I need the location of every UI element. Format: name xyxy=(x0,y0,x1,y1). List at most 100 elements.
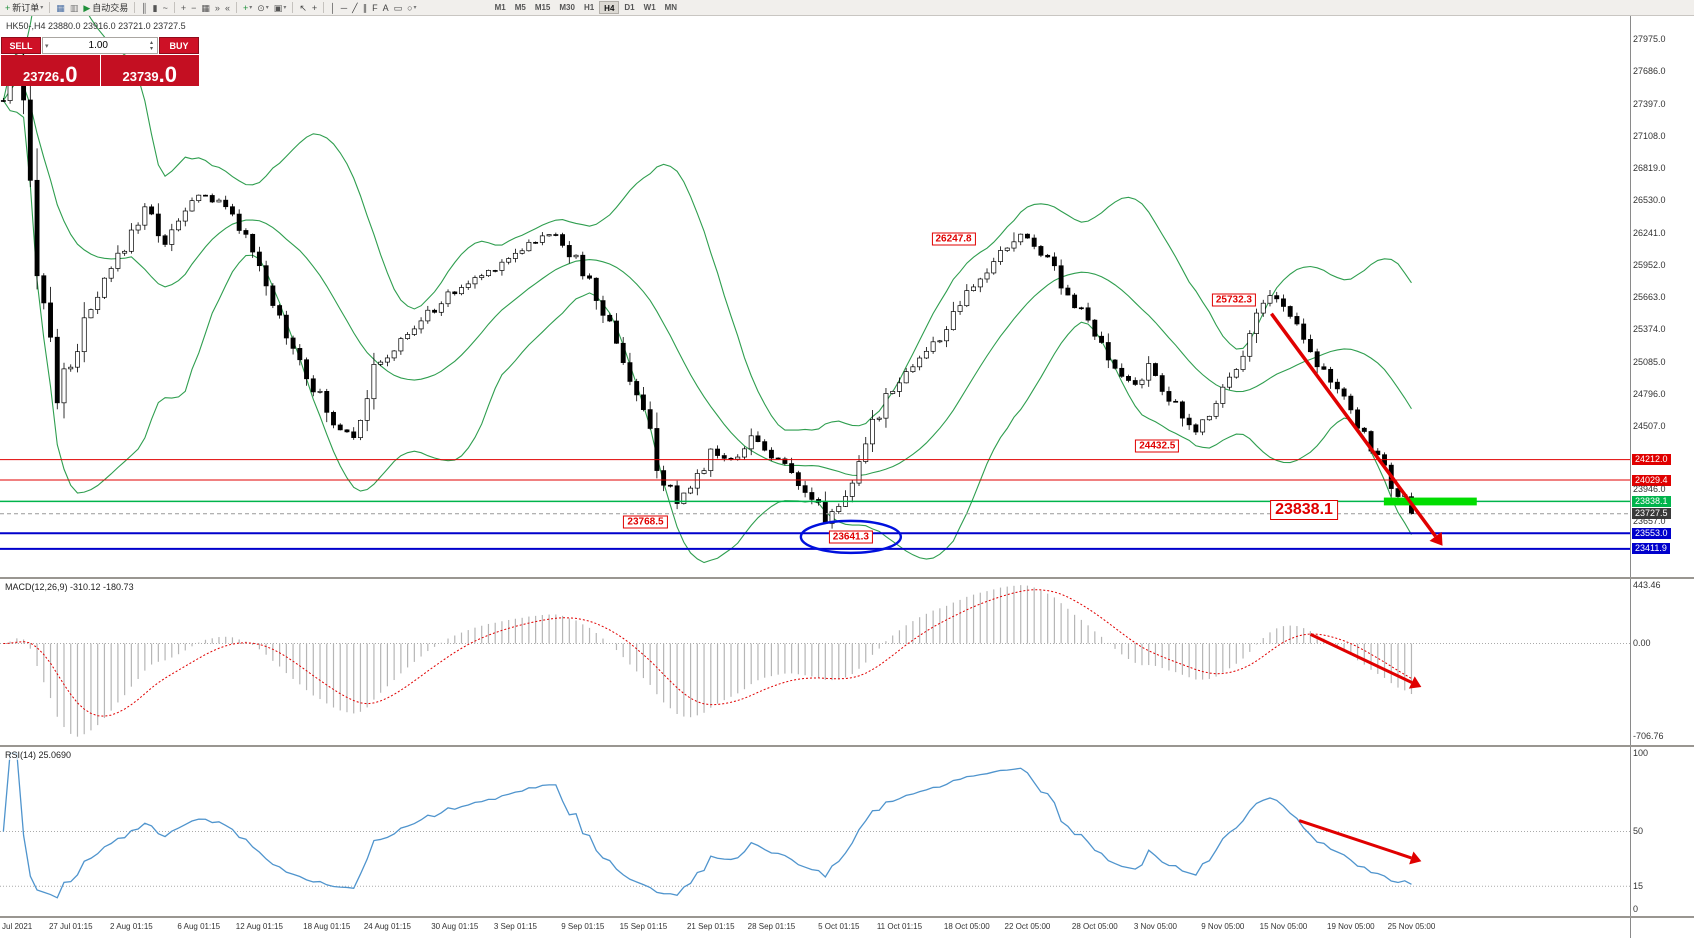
buy-price-main: 23739 xyxy=(122,68,159,84)
volume-stepper[interactable]: ▾ ▴▾ xyxy=(42,37,158,54)
zoom-out-icon[interactable]: − xyxy=(189,1,198,15)
current-price-badge: 23727.5 xyxy=(1632,508,1671,520)
trendline-icon[interactable]: ╱ xyxy=(350,1,359,15)
crosshair-icon[interactable]: + xyxy=(310,1,319,15)
bar-chart-icon: ║ xyxy=(141,2,148,13)
time-axis-label: 5 Oct 01:15 xyxy=(818,922,860,931)
vertical-line-icon[interactable]: │ xyxy=(328,1,338,15)
timeframes-icon[interactable]: ⊙ ▾ xyxy=(255,1,271,15)
autotrading-button[interactable]: ▶ 自动交易 xyxy=(81,1,130,15)
price-level-badge: 23553.0 xyxy=(1632,527,1671,539)
volume-down-icon[interactable]: ▾ xyxy=(149,45,153,52)
annotation-26247-8[interactable]: 26247.8 xyxy=(931,232,976,246)
panel-separator[interactable] xyxy=(0,745,1694,747)
annotation-24432-5[interactable]: 24432.5 xyxy=(1135,439,1180,453)
shapes-icon[interactable]: ○ ▾ xyxy=(405,1,418,15)
price-level-badge: 23411.9 xyxy=(1632,543,1670,555)
chart-ohlc-header: HK50-,H4 23880.0 23916.0 23721.0 23727.5 xyxy=(6,21,186,31)
price-level-badge: 24212.0 xyxy=(1632,454,1671,466)
zoom-in-icon[interactable]: + xyxy=(179,1,188,15)
timeframe-button-w1[interactable]: W1 xyxy=(643,3,656,12)
rsi-panel[interactable]: RSI(14) 25.0690 xyxy=(0,747,1630,916)
timeframes-icon: ⊙ xyxy=(257,2,265,13)
volume-dropdown-icon[interactable]: ▾ xyxy=(45,42,49,50)
cursor-icon: ↖ xyxy=(299,2,307,13)
crosshair-icon: + xyxy=(311,2,318,13)
annotation-23768-5[interactable]: 23768.5 xyxy=(623,515,668,529)
timeframe-button-d1[interactable]: D1 xyxy=(624,3,635,12)
charts-grid-icon[interactable]: ▦ xyxy=(54,1,67,15)
timeframe-button-m5[interactable]: M5 xyxy=(514,3,526,12)
indicators-icon[interactable]: + ▾ xyxy=(241,1,254,15)
buy-price-panel[interactable]: 23739.0 xyxy=(100,55,199,87)
trendline-icon: ╱ xyxy=(352,2,358,13)
candlestick-chart-icon: ▮ xyxy=(152,2,158,13)
timeframe-button-m30[interactable]: M30 xyxy=(559,3,575,12)
sell-button[interactable]: SELL xyxy=(1,37,41,54)
time-axis-label: 12 Aug 01:15 xyxy=(235,922,283,931)
horizontal-line-icon[interactable]: ─ xyxy=(339,1,349,15)
buy-button[interactable]: BUY xyxy=(159,37,199,54)
price-axis-label: 27975.0 xyxy=(1633,34,1666,45)
text-icon[interactable]: A xyxy=(381,1,391,15)
price-level-badge: 23657.0 xyxy=(1633,516,1666,527)
time-axis-label: 25 Nov 05:00 xyxy=(1387,922,1436,931)
new-order-button[interactable]: + 新订单 ▾ xyxy=(3,1,45,15)
panel-separator[interactable] xyxy=(0,577,1694,579)
shapes-icon: ○ xyxy=(407,2,413,13)
volume-input[interactable] xyxy=(50,40,146,51)
time-axis-label: 15 Sep 01:15 xyxy=(619,922,668,931)
price-axis-label: 27397.0 xyxy=(1633,98,1666,109)
fibonacci-icon: F xyxy=(372,2,378,13)
tile-windows-icon[interactable]: ▦ xyxy=(199,1,212,15)
new-order-button-label: 新订单 xyxy=(12,3,40,13)
time-axis-label: 6 Aug 01:15 xyxy=(177,922,221,931)
profiles-icon[interactable]: ▥ xyxy=(68,1,81,15)
toolbar-separator xyxy=(173,2,175,13)
time-axis[interactable]: Jul 2021 27 Jul 01:15 2 Aug 01:15 6 Aug 01:… xyxy=(0,918,1630,938)
cursor-icon[interactable]: ↖ xyxy=(297,1,309,15)
price-axis-label: 27686.0 xyxy=(1633,66,1666,77)
chart-shift-icon[interactable]: « xyxy=(223,1,232,15)
panel-separator xyxy=(0,916,1694,918)
buy-price-frac: .0 xyxy=(158,61,177,87)
auto-scroll-icon[interactable]: » xyxy=(213,1,222,15)
timeframe-button-mn[interactable]: MN xyxy=(664,3,678,12)
macd-panel[interactable]: MACD(12,26,9) -310.12 -180.73 xyxy=(0,579,1630,745)
price-level-badge: 23838.1 xyxy=(1632,495,1671,507)
toolbar-separator xyxy=(323,2,325,13)
macd-canvas[interactable] xyxy=(0,579,1630,745)
price-chart-panel[interactable]: HK50-,H4 23880.0 23916.0 23721.0 23727.5… xyxy=(0,16,1630,577)
label-icon[interactable]: ▭ xyxy=(392,1,405,15)
annotation-25732-3[interactable]: 25732.3 xyxy=(1211,293,1256,307)
timeframe-button-m15[interactable]: M15 xyxy=(534,3,551,12)
sell-price-panel[interactable]: 23726.0 xyxy=(1,55,100,86)
annotation-23838-1[interactable]: 23838.1 xyxy=(1270,499,1338,520)
annotation-23641-3[interactable]: 23641.3 xyxy=(828,530,873,544)
timeframe-button-h1[interactable]: H1 xyxy=(583,3,595,12)
fibonacci-icon[interactable]: F xyxy=(370,1,380,15)
price-axis-label: 25374.0 xyxy=(1633,324,1666,335)
candlestick-chart-icon[interactable]: ▮ xyxy=(151,1,160,15)
timeframe-button-m1[interactable]: M1 xyxy=(494,3,506,12)
macd-axis-label: -706.76 xyxy=(1633,731,1664,742)
templates-icon[interactable]: ▣ ▾ xyxy=(272,1,289,15)
price-axis-label: 25085.0 xyxy=(1633,356,1666,367)
bar-chart-icon[interactable]: ║ xyxy=(139,1,149,15)
chevron-down-icon: ▾ xyxy=(283,5,287,11)
volume-spin-buttons[interactable]: ▴ ▾ xyxy=(146,40,157,52)
time-axis-label: 24 Aug 01:15 xyxy=(363,922,411,931)
channel-icon[interactable]: ∥ xyxy=(361,1,370,15)
volume-up-icon[interactable]: ▴ xyxy=(149,39,153,46)
line-chart-icon[interactable]: ~ xyxy=(161,1,170,15)
timeframe-button-h4[interactable]: H4 xyxy=(599,1,620,14)
toolbar-separator xyxy=(235,2,237,13)
time-axis-label: 28 Sep 01:15 xyxy=(747,922,796,931)
time-axis-label: Jul 2021 xyxy=(2,922,33,931)
price-axis-label: 27108.0 xyxy=(1633,130,1666,141)
rsi-canvas[interactable] xyxy=(0,747,1630,916)
price-axis-label: 26530.0 xyxy=(1633,195,1666,206)
price-chart-canvas[interactable] xyxy=(0,16,1630,577)
price-axis[interactable]: 27975.0 27686.0 27397.0 27108.0 26819.0 26530… xyxy=(1630,16,1694,938)
